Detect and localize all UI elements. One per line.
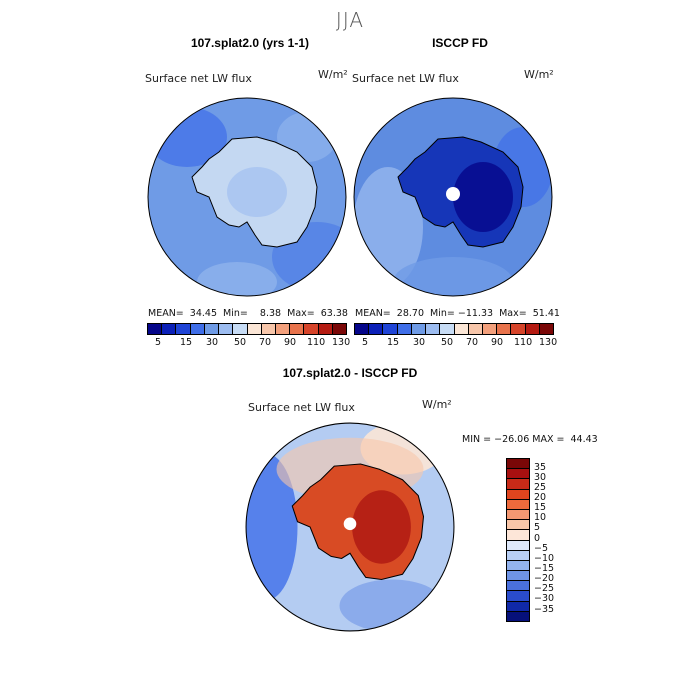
cbar-swatch xyxy=(261,324,276,334)
tick-label: 15 xyxy=(387,337,400,348)
tick-label: 0 xyxy=(534,533,541,544)
cbar-swatch xyxy=(507,581,529,592)
panel-2-map xyxy=(353,97,553,297)
cbar-swatch xyxy=(507,509,529,521)
cbar-swatch xyxy=(507,591,529,602)
diff-minmax: MIN = −26.06 MAX = 44.43 xyxy=(462,434,598,445)
tick-label: 90 xyxy=(491,337,504,348)
tick-label: 130 xyxy=(539,337,558,348)
panel-2-colorbar-ticks: 5 15 30 50 70 90 110 130 xyxy=(354,337,558,349)
diff-units: W/m² xyxy=(422,398,452,411)
cbar-swatch xyxy=(162,324,177,334)
tick-label: 35 xyxy=(534,462,547,473)
cbar-swatch xyxy=(507,479,529,490)
panel-1-stats: MEAN= 34.45 Min= 8.38 Max= 63.38 xyxy=(148,308,348,319)
cbar-swatch xyxy=(507,540,529,551)
tick-label: 130 xyxy=(332,337,351,348)
cbar-swatch xyxy=(318,324,333,334)
tick-label: −10 xyxy=(534,553,555,564)
cbar-swatch xyxy=(355,324,370,334)
cbar-swatch xyxy=(219,324,234,334)
cbar-swatch xyxy=(411,324,427,334)
figure-title: JJA xyxy=(335,8,365,32)
tick-label: 50 xyxy=(441,337,454,348)
tick-label: 25 xyxy=(534,482,547,493)
diff-variable: Surface net LW flux xyxy=(248,401,355,414)
cbar-swatch xyxy=(290,324,305,334)
tick-label: 5 xyxy=(362,337,369,348)
panel-1-units: W/m² xyxy=(318,68,348,81)
diff-colorbar xyxy=(506,458,530,622)
tick-label: 30 xyxy=(413,337,426,348)
tick-label: −20 xyxy=(534,573,555,584)
cbar-swatch xyxy=(497,324,512,334)
tick-label: 70 xyxy=(466,337,479,348)
cbar-swatch xyxy=(397,324,412,334)
panel-2-units: W/m² xyxy=(524,68,554,81)
diff-colorbar-labels: 35 30 25 20 15 10 5 0 −5 −10 −15 −20 −25… xyxy=(534,458,574,620)
cbar-swatch xyxy=(507,459,529,470)
panel-1-map xyxy=(147,97,347,297)
cbar-swatch xyxy=(507,611,529,621)
cbar-swatch xyxy=(148,324,163,334)
cbar-swatch xyxy=(468,324,483,334)
panel-1-variable: Surface net LW flux xyxy=(145,72,252,85)
cbar-swatch xyxy=(507,499,529,510)
cbar-swatch xyxy=(190,324,205,334)
cbar-swatch xyxy=(507,489,529,500)
cbar-swatch xyxy=(539,324,554,334)
panel-1-title: 107.splat2.0 (yrs 1-1) xyxy=(190,36,310,50)
tick-label: −15 xyxy=(534,563,555,574)
cbar-swatch xyxy=(369,324,384,334)
cbar-swatch xyxy=(507,520,529,531)
tick-label: −35 xyxy=(534,604,555,615)
cbar-swatch xyxy=(332,324,347,334)
tick-label: 5 xyxy=(155,337,162,348)
tick-label: 110 xyxy=(514,337,533,348)
cbar-swatch xyxy=(204,324,220,334)
cbar-swatch xyxy=(507,550,529,561)
cbar-swatch xyxy=(176,324,191,334)
cbar-swatch xyxy=(440,324,455,334)
cbar-swatch xyxy=(454,324,469,334)
panel-2-colorbar xyxy=(354,323,554,335)
tick-label: 50 xyxy=(234,337,247,348)
panel-2-stats: MEAN= 28.70 Min= −11.33 Max= 51.41 xyxy=(355,308,560,319)
panel-1-colorbar-ticks: 5 15 30 50 70 90 110 130 xyxy=(147,337,351,349)
cbar-swatch xyxy=(507,571,529,582)
tick-label: −5 xyxy=(534,543,549,554)
cbar-swatch xyxy=(247,324,262,334)
cbar-swatch xyxy=(525,324,540,334)
diff-title: 107.splat2.0 - ISCCP FD xyxy=(282,366,418,380)
tick-label: −30 xyxy=(534,593,555,604)
panel-1-colorbar xyxy=(147,323,347,335)
tick-label: 110 xyxy=(307,337,326,348)
cbar-swatch xyxy=(511,324,526,334)
tick-label: 90 xyxy=(284,337,297,348)
cbar-swatch xyxy=(426,324,441,334)
tick-label: 20 xyxy=(534,492,547,503)
tick-label: 30 xyxy=(206,337,219,348)
cbar-swatch xyxy=(482,324,498,334)
cbar-swatch xyxy=(507,601,529,612)
tick-label: −25 xyxy=(534,583,555,594)
diff-map xyxy=(245,422,455,632)
tick-label: 15 xyxy=(180,337,193,348)
cbar-swatch xyxy=(275,324,291,334)
cbar-swatch xyxy=(233,324,248,334)
cbar-swatch xyxy=(304,324,319,334)
cbar-swatch xyxy=(507,560,529,572)
cbar-swatch xyxy=(383,324,398,334)
tick-label: 10 xyxy=(534,512,547,523)
panel-2-title: ISCCP FD xyxy=(432,36,488,50)
tick-label: 70 xyxy=(259,337,272,348)
cbar-swatch xyxy=(507,469,529,480)
tick-label: 5 xyxy=(534,522,541,533)
tick-label: 15 xyxy=(534,502,547,513)
panel-2-variable: Surface net LW flux xyxy=(352,72,459,85)
tick-label: 30 xyxy=(534,472,547,483)
cbar-swatch xyxy=(507,530,529,541)
